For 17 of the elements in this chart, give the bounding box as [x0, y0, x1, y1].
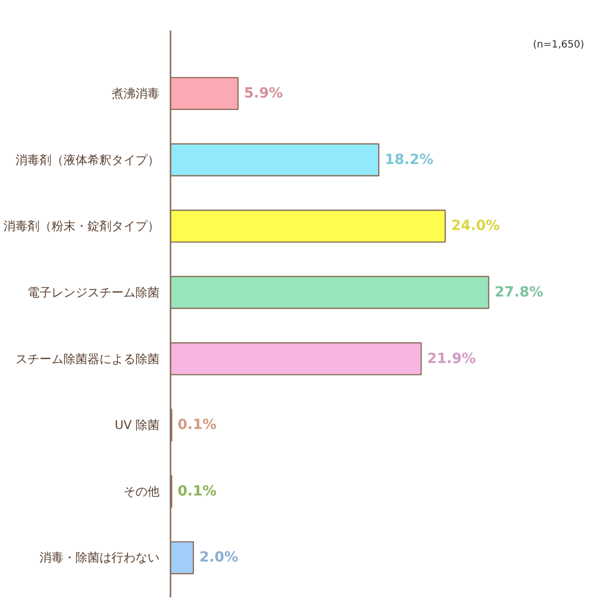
y-tick-label: 消毒剤（粉末・錠剤タイプ）	[4, 219, 160, 234]
data-label: 27.8%	[494, 284, 544, 300]
data-label: 0.1%	[178, 417, 216, 434]
data-label: 0.1%	[178, 483, 216, 500]
y-tick-label: スチーム除菌器による除菌	[16, 352, 160, 366]
y-tick-label: 電子レンジスチーム除菌	[28, 285, 160, 300]
data-label: 24.0%	[451, 218, 500, 234]
y-tick-label: UV 除菌	[114, 418, 160, 432]
y-tick-label: 煮沸消毒	[112, 86, 160, 100]
y-tick-label: その他	[124, 484, 160, 498]
data-label: 5.9%	[244, 86, 283, 102]
y-tick-label: 消毒剤（液体希釈タイプ）	[16, 152, 160, 167]
data-label: 21.9%	[427, 350, 476, 367]
text: (n=1,650)	[532, 39, 584, 50]
y-tick-label: 消毒・除菌は行わない	[40, 550, 160, 565]
data-label: 2.0%	[199, 550, 238, 566]
data-label: 18.2%	[384, 152, 434, 168]
